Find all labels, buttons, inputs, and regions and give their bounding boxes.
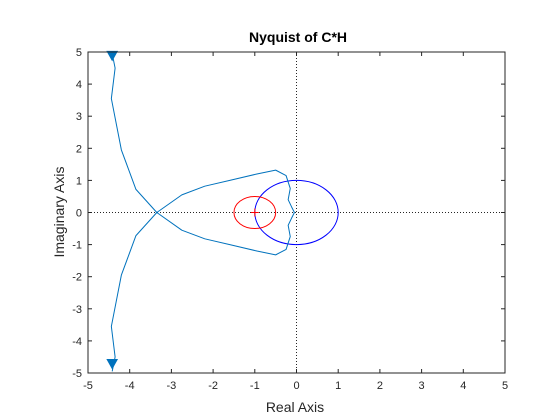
y-tick-label: -1 xyxy=(72,240,82,252)
x-axis-label: Real Axis xyxy=(266,399,324,415)
y-tick-label: 0 xyxy=(76,208,82,220)
x-tick-label: 4 xyxy=(460,380,466,392)
y-tick-label: -2 xyxy=(72,272,82,284)
x-tick-label: 2 xyxy=(377,380,383,392)
y-tick-label: 5 xyxy=(76,47,82,59)
direction-arrow-1 xyxy=(106,50,119,62)
y-tick-label: 2 xyxy=(76,143,82,155)
x-tick-label: -1 xyxy=(250,380,260,392)
x-tick-label: -4 xyxy=(125,380,135,392)
y-tick-label: 4 xyxy=(76,79,82,91)
direction-arrow-2 xyxy=(106,359,119,370)
x-tick-label: -3 xyxy=(167,380,177,392)
x-tick-label: -2 xyxy=(208,380,218,392)
nyquist-curve xyxy=(110,53,295,372)
x-tick-label: 3 xyxy=(419,380,425,392)
markers xyxy=(106,50,259,370)
circle-around-critical-point xyxy=(233,195,277,230)
x-tick-label: 5 xyxy=(502,380,508,392)
x-tick-labels: -5 -4 -3 -2 -1 0 1 2 3 4 5 xyxy=(83,380,508,392)
y-tick-labels: 5 4 3 2 1 0 -1 -2 -3 -4 -5 xyxy=(72,47,82,380)
y-tick-label: 3 xyxy=(76,111,82,123)
y-tick-label: -5 xyxy=(72,368,82,380)
chart-title: Nyquist of C*H xyxy=(249,29,347,45)
x-tick-label: 0 xyxy=(293,380,299,392)
x-tick-label: -5 xyxy=(83,380,93,392)
axis-ticks xyxy=(87,51,506,374)
nyquist-curves xyxy=(110,53,295,372)
y-tick-label: -4 xyxy=(72,336,82,348)
y-axis-label: Imaginary Axis xyxy=(51,166,67,257)
x-tick-label: 1 xyxy=(335,380,341,392)
y-tick-label: 1 xyxy=(76,175,82,187)
y-tick-label: -3 xyxy=(72,304,82,316)
